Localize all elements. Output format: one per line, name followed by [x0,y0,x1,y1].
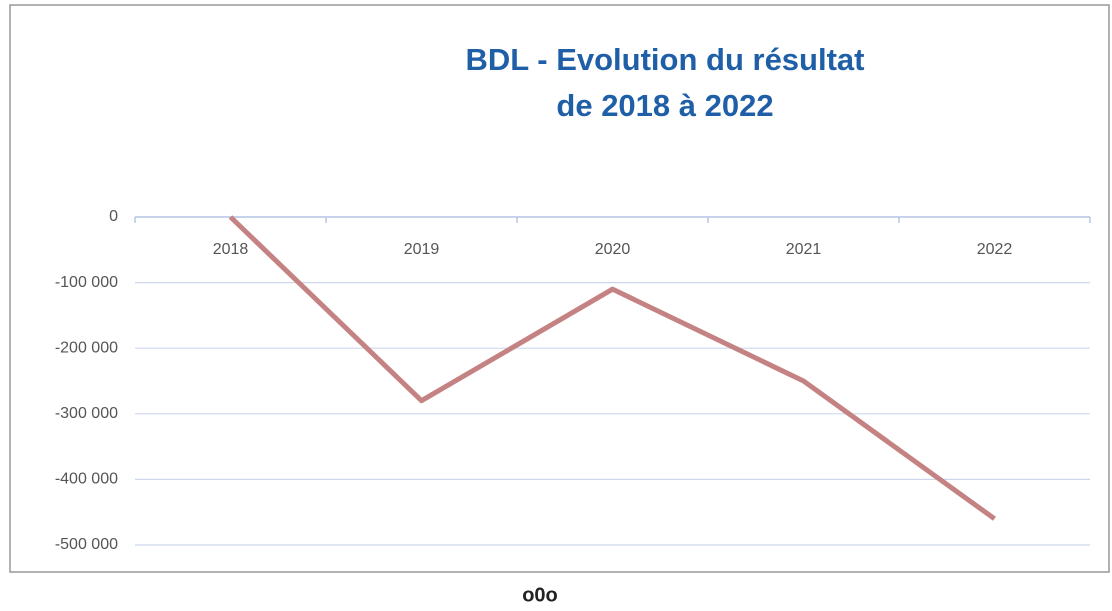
x-tick-label: 2021 [786,241,822,258]
y-tick-label: -100 000 [55,274,118,291]
x-tick-label: 2019 [404,241,440,258]
y-tick-label: 0 [109,208,118,225]
chart-frame [9,4,1110,573]
chart-title: BDL - Evolution du résultat [466,42,865,77]
x-tick-label: 2018 [213,241,249,258]
y-tick-label: -500 000 [55,536,118,553]
x-tick-label: 2020 [595,241,631,258]
data-line [228,215,996,521]
chart-title: de 2018 à 2022 [556,88,773,123]
x-tick-label: 2022 [977,241,1013,258]
y-tick-label: -300 000 [55,405,118,422]
caption: o0o [522,584,558,606]
y-tick-label: -400 000 [55,471,118,488]
y-tick-label: -200 000 [55,339,118,356]
